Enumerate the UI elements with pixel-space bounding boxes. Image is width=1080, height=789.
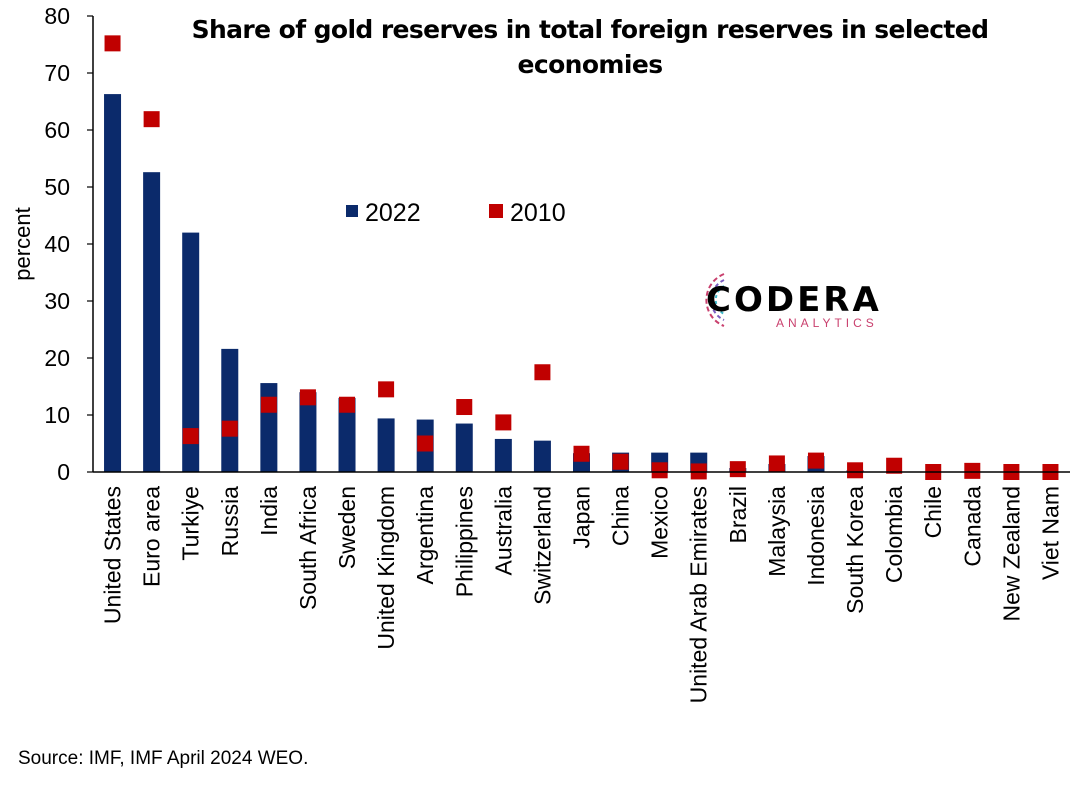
bar-2022 [338,397,356,472]
x-tick-label: Indonesia [803,486,829,586]
bar-2022 [377,418,395,472]
marker-2010 [221,420,238,437]
x-tick-label: Colombia [881,486,907,583]
x-tick-label: Russia [217,486,243,557]
marker-2010 [847,462,864,479]
marker-2010 [104,35,121,52]
x-tick-label: United Arab Emirates [686,486,712,703]
marker-2010 [964,462,981,479]
marker-2010 [495,414,512,431]
x-tick-label: South Africa [295,486,321,610]
marker-2010 [612,453,629,470]
x-tick-label: South Korea [842,486,868,614]
y-tick-label: 0 [57,459,70,485]
x-tick-label: Brazil [725,486,751,544]
y-axis: 0 10 20 30 40 50 60 70 80 [44,3,93,485]
bar-2022 [533,440,551,472]
legend-label-2010: 2010 [510,199,566,227]
legend-label-2022: 2022 [365,199,421,227]
marker-2010 [573,445,590,462]
x-tick-label: Argentina [412,486,438,585]
x-tick-label: Viet Nam [1037,486,1063,580]
x-tick-label: India [256,486,282,536]
x-tick-label: Euro area [139,486,165,587]
marker-2010 [182,428,199,445]
source-note: Source: IMF, IMF April 2024 WEO. [18,748,309,769]
legend-swatch-2010 [489,204,503,218]
x-tick-label: Canada [959,486,985,567]
y-tick-label: 10 [44,402,70,428]
y-axis-title: percent [10,207,35,280]
marker-2010 [886,457,903,474]
marker-2010 [456,399,473,416]
marker-2010 [417,435,434,452]
x-tick-label: Philippines [451,486,477,597]
x-tick-label: United States [100,486,126,624]
marker-2010 [729,461,746,478]
y-tick-label: 50 [44,174,70,200]
x-tick-label: Mexico [647,486,673,559]
x-tick-label: Sweden [334,486,360,569]
marker-series-2010 [104,35,1059,480]
x-axis-labels: United States Euro area Turkiye Russia India… [100,486,1064,704]
legend: 2022 2010 [346,199,566,227]
y-tick-label: 40 [44,231,70,257]
x-tick-label: Australia [490,486,516,576]
y-tick-label: 70 [44,60,70,86]
x-tick-label: Switzerland [529,486,555,605]
marker-2010 [768,455,785,472]
chart-title: Share of gold reserves in total foreign … [191,15,989,79]
y-tick-label: 30 [44,288,70,314]
x-tick-label: Chile [920,486,946,538]
bar-2022 [260,383,278,472]
x-tick-label: Malaysia [764,486,790,577]
x-tick-label: Turkiye [178,486,204,561]
bar-2022 [104,94,122,472]
logo-wordmark: CODERA [706,280,882,320]
y-tick-label: 80 [44,3,70,29]
marker-2010 [299,389,316,406]
logo-subtitle: ANALYTICS [776,316,878,330]
x-tick-label: Japan [569,486,595,549]
bar-2022 [299,392,317,472]
x-tick-label: United Kingdom [373,486,399,650]
marker-2010 [378,381,395,398]
legend-swatch-2022 [346,205,358,217]
y-tick-label: 60 [44,117,70,143]
x-tick-label: New Zealand [998,486,1024,622]
bar-2022 [221,348,239,472]
bar-2022 [143,172,161,472]
marker-2010 [339,396,356,413]
marker-2010 [651,462,668,479]
bar-2022 [455,423,473,472]
y-tick-label: 20 [44,345,70,371]
bar-2022 [494,438,512,472]
bar-2022 [182,232,200,472]
marker-2010 [534,364,551,381]
marker-2010 [143,111,160,128]
marker-2010 [260,396,277,413]
x-tick-label: China [608,486,634,546]
bar-series-2022 [104,94,864,472]
marker-2010 [807,452,824,469]
codera-logo-mark-icon [705,273,725,327]
codera-logo: CODERA ANALYTICS [684,266,894,336]
